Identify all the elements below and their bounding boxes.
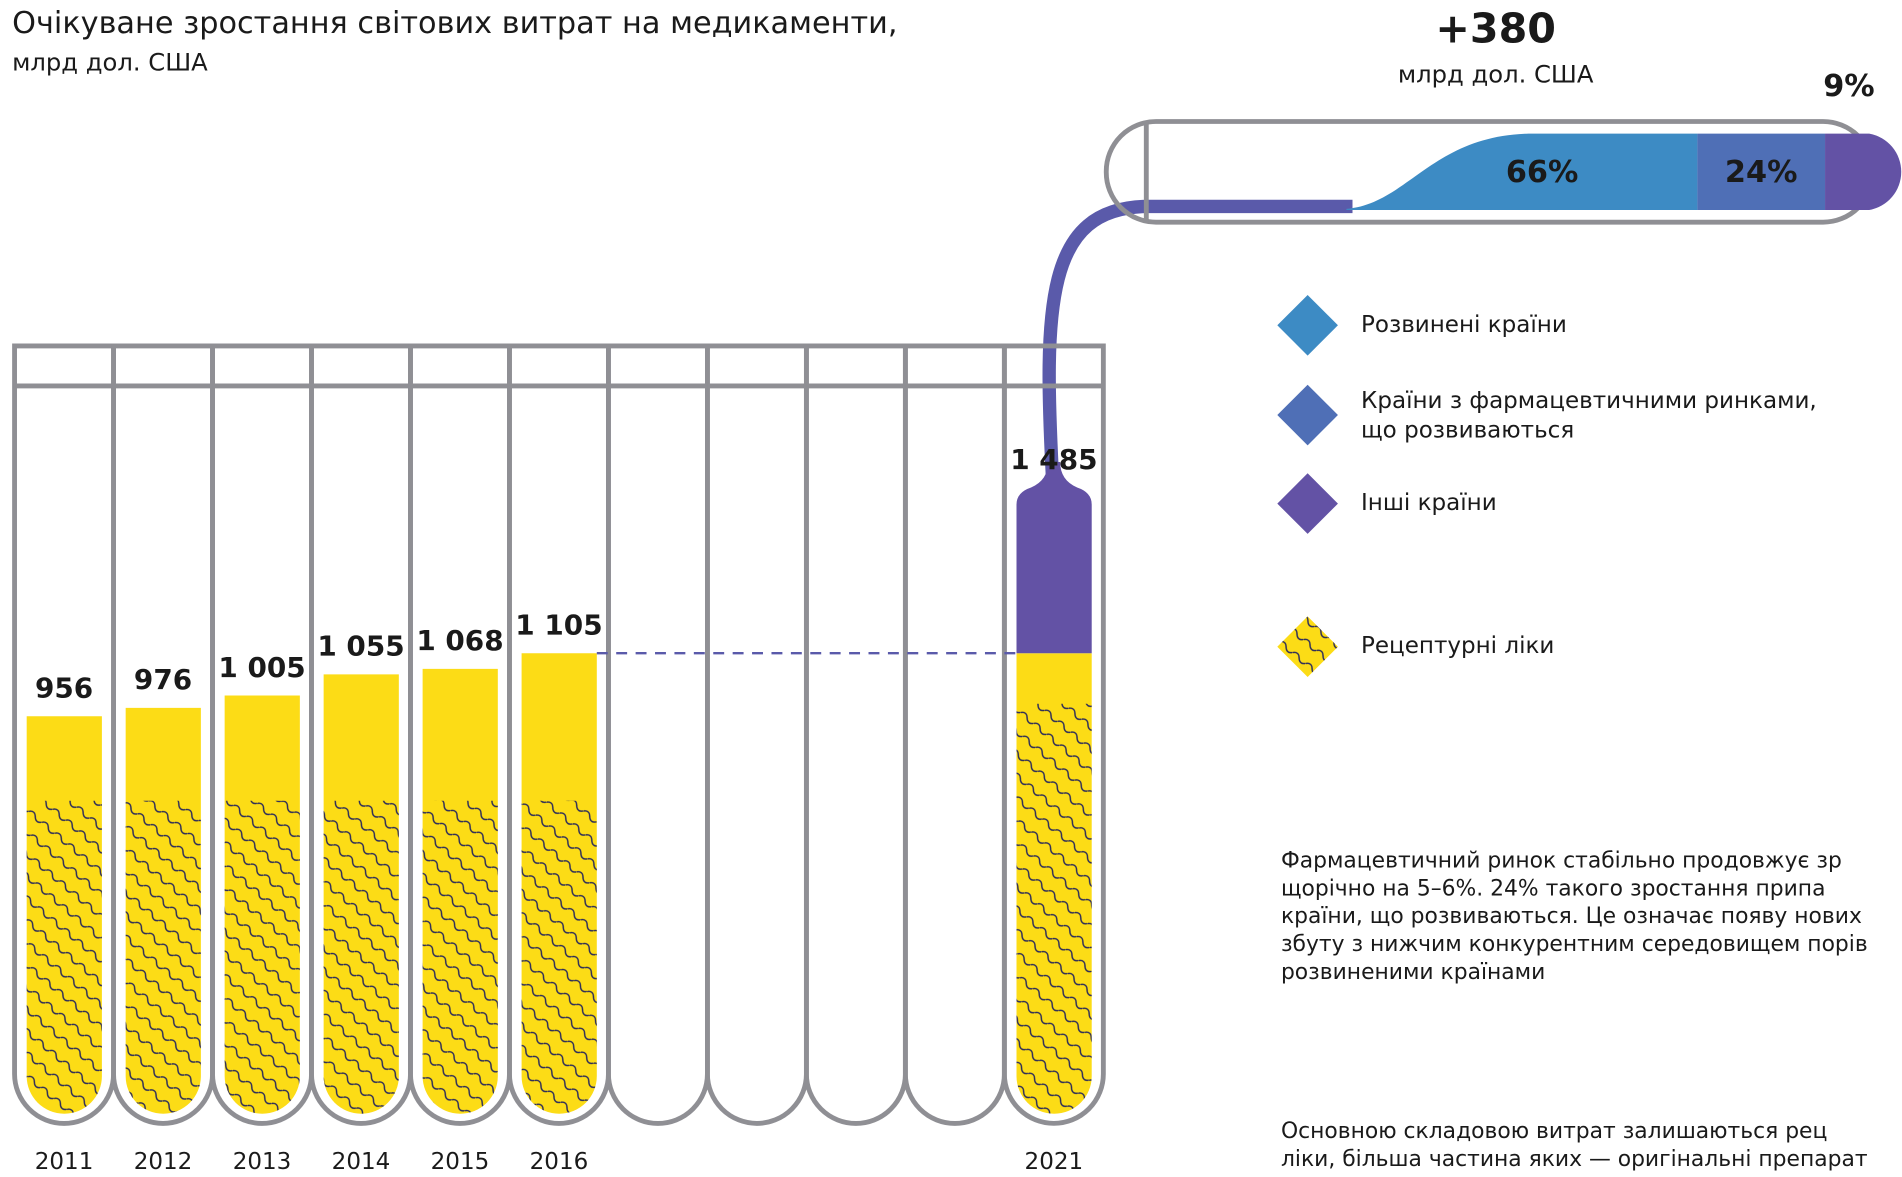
tube [803, 343, 908, 1126]
note-line: Фармацевтичний ринок стабільно продовжує… [1281, 848, 1842, 873]
value-label: 956 [35, 672, 93, 705]
note-line: Основною складовою витрат залишаються ре… [1281, 1119, 1827, 1144]
x-tick-label: 2012 [134, 1149, 193, 1175]
x-tick-label: 2021 [1025, 1149, 1084, 1175]
share-segment [1346, 133, 1698, 211]
legend-label: Країни з фармацевтичними ринками, [1361, 388, 1817, 414]
legend-label: Розвинені країни [1361, 312, 1567, 338]
growth-bar [1016, 462, 1092, 654]
bar-hatch [1016, 703, 1092, 1114]
chart-subtitle: млрд дол. США [12, 47, 208, 76]
x-tick-label: 2011 [35, 1149, 94, 1175]
value-label: 1 105 [515, 609, 602, 642]
bar-hatch [422, 800, 498, 1114]
bar-hatch [224, 800, 300, 1114]
value-label: 1 005 [218, 651, 305, 684]
value-label: 976 [134, 663, 192, 696]
bar-hatch [521, 800, 597, 1114]
bar-hatch [125, 800, 201, 1114]
note-line: збуту з нижчим конкурентним середовищем … [1281, 932, 1868, 957]
note-line: розвиненими країнами [1281, 960, 1545, 985]
tube [606, 343, 710, 1126]
share-label: 24% [1725, 155, 1798, 190]
note-line: щорічно на 5–6%. 24% такого зростання пр… [1281, 876, 1826, 901]
share-segment [1825, 133, 1902, 211]
legend-marker [1277, 384, 1338, 446]
value-label: 1 485 [1010, 443, 1097, 476]
share-label: 9% [1823, 69, 1874, 104]
x-tick-label: 2013 [233, 1149, 292, 1175]
legend-label: що розвиваються [1361, 417, 1574, 443]
tube [705, 343, 809, 1126]
tube [309, 343, 413, 1126]
x-tick-label: 2014 [332, 1149, 391, 1175]
tube [12, 343, 116, 1126]
bar-hatch [323, 800, 399, 1114]
tube [507, 343, 611, 1126]
tube [210, 343, 314, 1126]
x-tick-label: 2016 [530, 1149, 589, 1175]
legend-marker-hatch [1277, 616, 1338, 678]
tube [111, 343, 215, 1126]
share-label: 66% [1506, 155, 1579, 190]
legend-label: Рецептурні ліки [1361, 633, 1554, 659]
tube [408, 343, 512, 1126]
note-line: країни, що розвиваються. Це означає появ… [1281, 904, 1862, 929]
value-label: 1 068 [416, 624, 503, 657]
note-line: ліки, більша частина яких — оригінальні … [1281, 1147, 1868, 1172]
value-label: 1 055 [317, 630, 404, 663]
tube [902, 343, 1007, 1126]
share-segment [1697, 133, 1826, 211]
tube [1001, 343, 1106, 1126]
legend-marker [1277, 294, 1338, 356]
legend-label: Інші країни [1361, 490, 1497, 516]
chart-title: Очікуване зростання світових витрат на м… [12, 6, 897, 41]
bar-hatch [26, 800, 102, 1114]
growth-label: +380 [1435, 5, 1556, 53]
growth-unit: млрд дол. США [1398, 59, 1594, 88]
legend-marker [1277, 473, 1338, 534]
x-tick-label: 2015 [431, 1149, 490, 1175]
